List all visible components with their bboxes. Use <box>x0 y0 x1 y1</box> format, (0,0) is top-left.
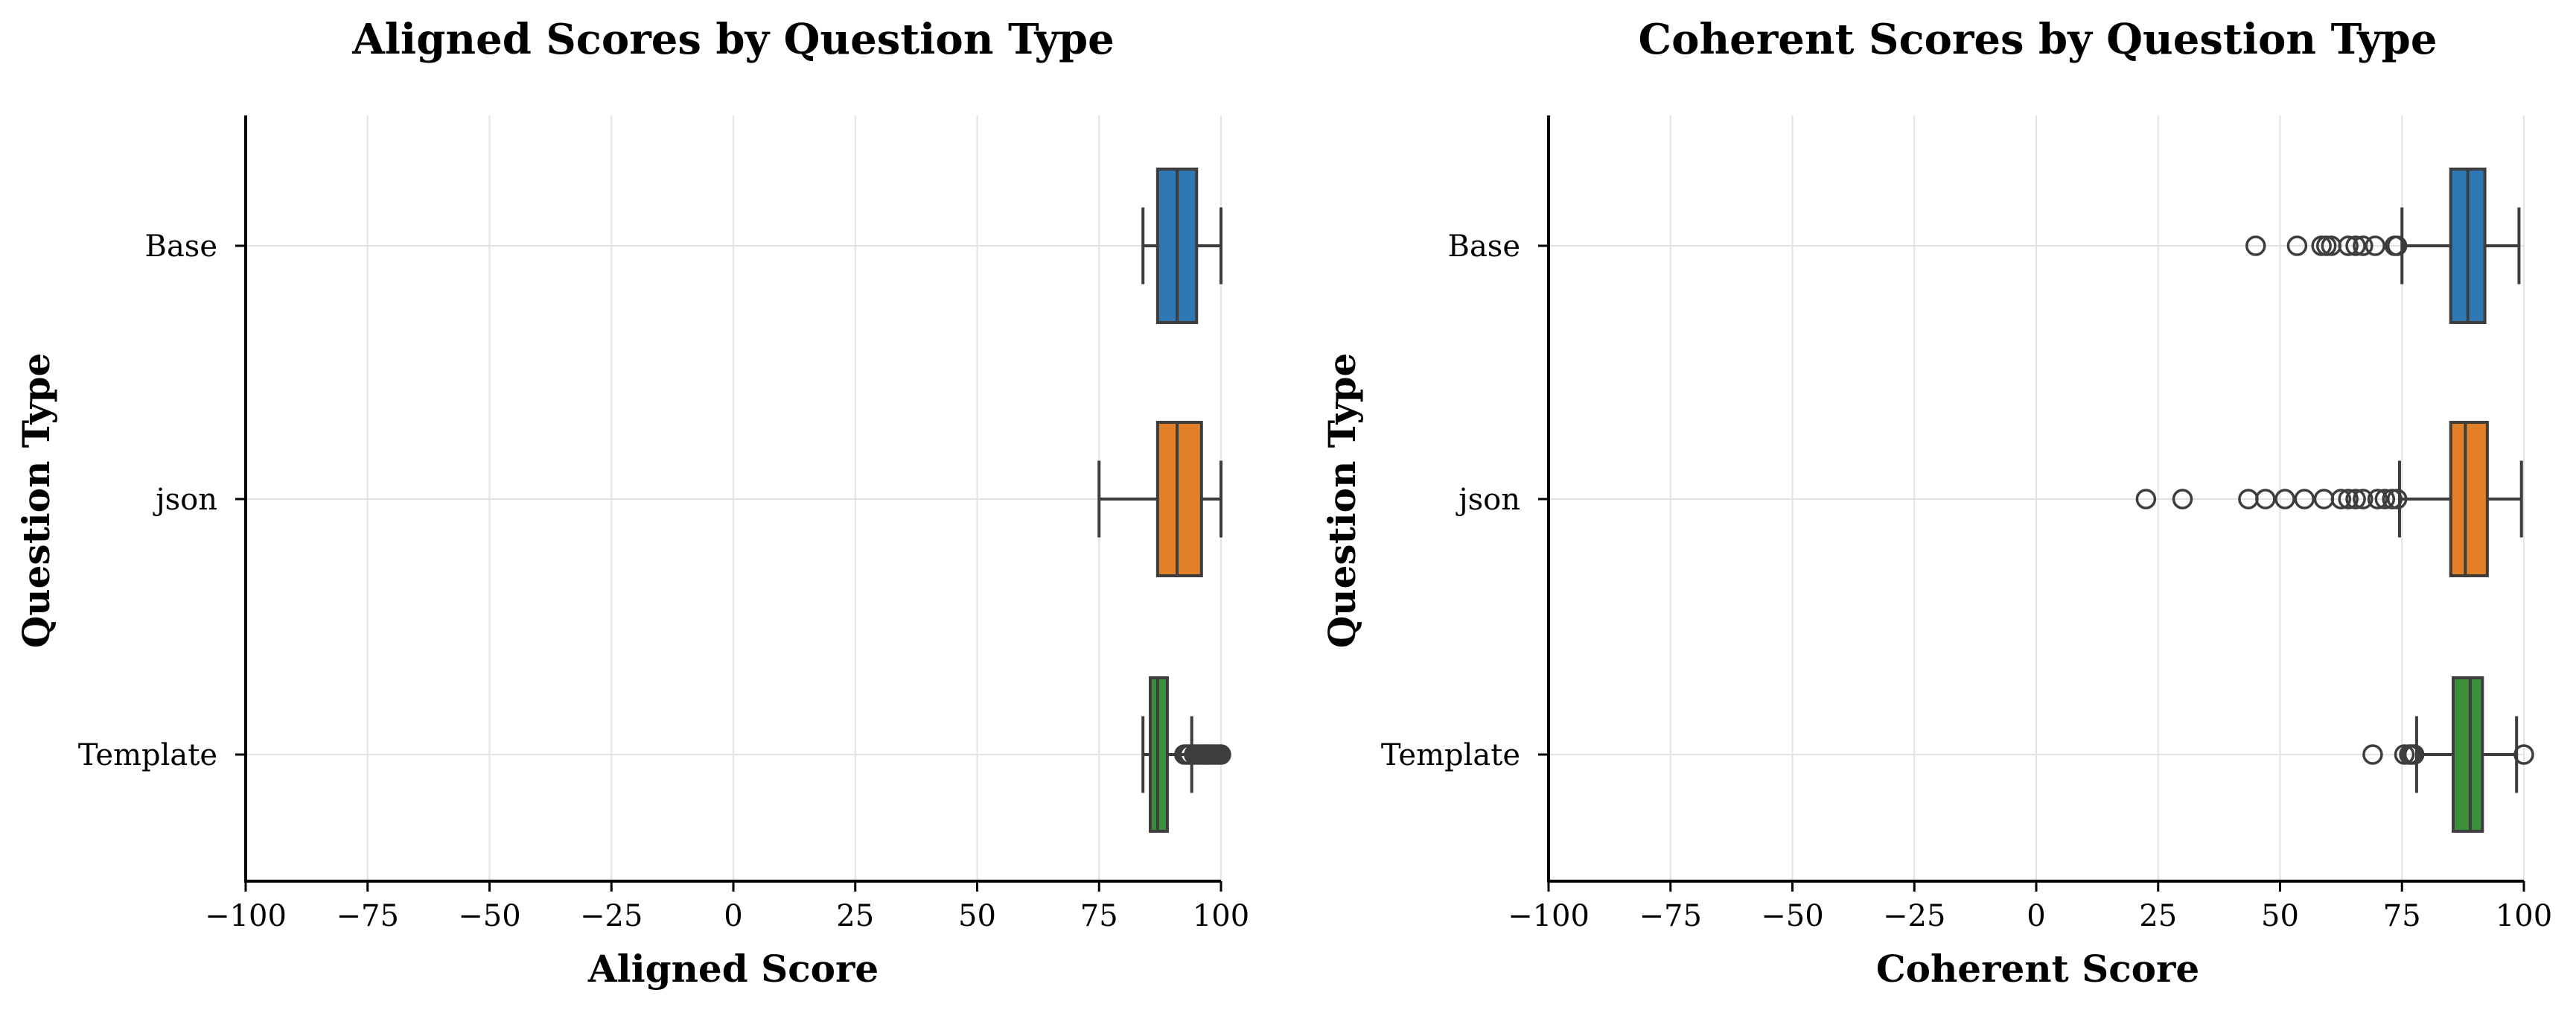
outlier-point <box>2294 489 2315 509</box>
y-tick-label: Template <box>78 738 217 772</box>
x-tick-label: 25 <box>836 899 874 933</box>
outlier-point <box>2286 235 2308 256</box>
outlier-point <box>2135 489 2157 509</box>
y-axis-label: Question Type <box>1320 353 1364 649</box>
outlier-point <box>2365 235 2385 256</box>
chart-title: Aligned Scores by Question Type <box>351 15 1115 64</box>
box-json <box>2135 421 2523 577</box>
x-tick-label: −50 <box>1761 899 1823 933</box>
outlier-point <box>2345 489 2366 509</box>
x-tick-label: 25 <box>2139 899 2177 933</box>
iqr-box <box>2449 421 2489 577</box>
outlier-point <box>2386 235 2408 256</box>
x-tick-label: −100 <box>1508 899 1590 933</box>
box-base <box>2245 168 2521 324</box>
x-axis-label: Aligned Score <box>587 947 879 991</box>
box-template <box>2362 676 2534 833</box>
outlier-point <box>2367 489 2388 509</box>
x-axis-label: Coherent Score <box>1876 947 2199 991</box>
outlier-point <box>2374 489 2396 509</box>
outlier-point <box>2403 744 2425 765</box>
plot-area: −100 −75 −50 −25 0 25 50 75 100 Base json Template <box>1381 115 2552 933</box>
x-tick-label: 100 <box>1193 899 1249 933</box>
outlier-point <box>2513 744 2534 765</box>
outlier-point <box>1211 744 1231 765</box>
box-json <box>1097 421 1222 577</box>
box-base <box>1141 168 1222 324</box>
x-tick-label: 100 <box>2496 899 2552 933</box>
x-tick-label: 75 <box>2383 899 2421 933</box>
aligned-scores-panel: Aligned Scores by Question Type Aligned … <box>14 15 1249 991</box>
outlier-point <box>2172 489 2193 509</box>
x-tick-label: −75 <box>337 899 399 933</box>
y-tick-label: Template <box>1381 738 1520 772</box>
iqr-box <box>1155 421 1203 577</box>
x-tick-label: −25 <box>580 899 643 933</box>
iqr-box <box>2452 676 2484 833</box>
plot-area: −100 −75 −50 −25 0 25 50 75 100 Base json Template <box>78 115 1249 933</box>
outlier-point <box>2386 489 2408 509</box>
box-template <box>1141 676 1231 833</box>
outlier-point <box>2255 489 2276 509</box>
x-tick-label: −100 <box>205 899 287 933</box>
chart-title: Coherent Scores by Question Type <box>1639 15 2438 64</box>
y-tick-label: json <box>153 483 217 517</box>
outlier-point <box>2338 489 2359 509</box>
x-tick-label: −25 <box>1883 899 1945 933</box>
outlier-point <box>2362 744 2383 765</box>
outlier-point <box>2345 235 2366 256</box>
outlier-point <box>2353 235 2373 256</box>
x-tick-label: 0 <box>2027 899 2045 933</box>
x-tick-label: 0 <box>724 899 742 933</box>
outlier-point <box>2338 235 2359 256</box>
y-tick-label: Base <box>145 229 217 264</box>
outlier-point <box>2353 489 2373 509</box>
y-tick-label: Base <box>1448 229 1520 264</box>
y-axis-label: Question Type <box>14 353 58 649</box>
x-tick-label: 75 <box>1080 899 1118 933</box>
x-tick-label: −50 <box>458 899 520 933</box>
outlier-point <box>2330 489 2352 509</box>
outlier-point <box>2245 235 2266 256</box>
x-tick-label: 50 <box>958 899 996 933</box>
coherent-scores-panel: Coherent Scores by Question Type Coheren… <box>1320 15 2552 991</box>
x-tick-label: −75 <box>1639 899 1702 933</box>
outlier-point <box>2274 489 2295 509</box>
x-tick-label: 50 <box>2261 899 2299 933</box>
y-tick-label: json <box>1456 483 1520 517</box>
